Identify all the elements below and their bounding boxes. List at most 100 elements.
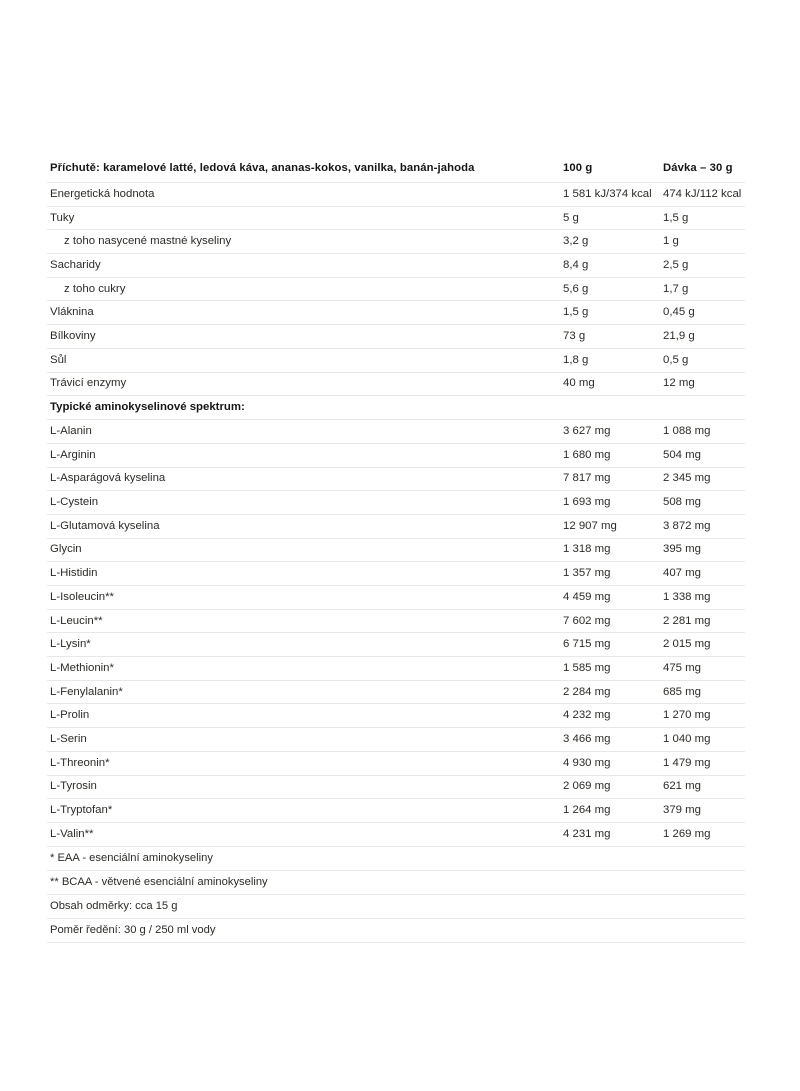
amino-section-title-row: Typické aminokyselinové spektrum: (47, 396, 745, 420)
flavours-label: Příchutě: karamelové latté, ledová káva,… (50, 162, 475, 174)
table-row: z toho nasycené mastné kyseliny 3,2 g 1 g (47, 230, 745, 254)
row-label: L-Serin (50, 732, 87, 745)
value-per-dose: 1 g (663, 235, 679, 248)
table-row: L-Arginin 1 680 mg 504 mg (47, 443, 745, 468)
table-row: L-Lysin* 6 715 mg 2 015 mg (47, 633, 745, 657)
value-per-dose: 685 mg (663, 685, 701, 698)
row-label: L-Arginin (50, 448, 96, 461)
value-per-100g: 12 907 mg (563, 519, 617, 532)
value-per-dose: 0,45 g (663, 306, 695, 319)
value-per-dose: 1 338 mg (663, 590, 711, 603)
table-row: Vláknina 1,5 g 0,45 g (47, 301, 745, 325)
footnote-row: Poměr ředění: 30 g / 250 ml vody (47, 918, 745, 943)
value-per-dose: 379 mg (663, 804, 701, 817)
table-row: L-Tyrosin 2 069 mg 621 mg (47, 775, 745, 799)
row-label: L-Tyrosin (50, 780, 97, 793)
table-row: L-Fenylalanin* 2 284 mg 685 mg (47, 680, 745, 704)
value-per-100g: 7 817 mg (563, 472, 611, 485)
row-label: L-Leucin** (50, 614, 103, 627)
row-label: z toho nasycené mastné kyseliny (64, 235, 232, 248)
row-label: Vláknina (50, 306, 94, 319)
value-per-100g: 1,8 g (563, 353, 589, 366)
row-label: z toho cukry (64, 282, 126, 295)
value-per-dose: 12 mg (663, 377, 695, 390)
table-body: Příchutě: karamelové latté, ledová káva,… (47, 155, 745, 943)
value-per-100g: 4 232 mg (563, 709, 611, 722)
value-per-dose: 2 015 mg (663, 638, 711, 651)
value-per-100g: 73 g (563, 329, 586, 342)
footnote-text: Obsah odměrky: cca 15 g (50, 899, 178, 912)
value-per-100g: 4 459 mg (563, 590, 611, 603)
value-per-100g: 3 627 mg (563, 425, 611, 438)
value-per-100g: 1 693 mg (563, 496, 611, 509)
value-per-dose: 475 mg (663, 661, 701, 674)
row-label: Energetická hodnota (50, 187, 155, 200)
value-per-100g: 4 231 mg (563, 827, 611, 840)
value-per-100g: 1 581 kJ/374 kcal (563, 187, 652, 200)
table-row: L-Glutamová kyselina 12 907 mg 3 872 mg (47, 514, 745, 539)
value-per-dose: 474 kJ/112 kcal (663, 187, 742, 200)
value-per-100g: 1 585 mg (563, 661, 611, 674)
row-label: L-Cystein (50, 496, 99, 509)
value-per-100g: 1,5 g (563, 306, 589, 319)
table-row: L-Methionin* 1 585 mg 475 mg (47, 657, 745, 681)
row-label: L-Threonin* (50, 756, 110, 769)
value-per-100g: 3 466 mg (563, 732, 611, 745)
footnote-text: * EAA - esenciální aminokyseliny (50, 851, 213, 864)
row-label: Sůl (50, 353, 67, 366)
value-per-100g: 1 318 mg (563, 543, 611, 556)
table-row: Sůl 1,8 g 0,5 g (47, 348, 745, 372)
table-row: Energetická hodnota 1 581 kJ/374 kcal 474 … (47, 183, 745, 207)
value-per-dose: 1 040 mg (663, 732, 711, 745)
value-per-100g: 40 mg (563, 377, 595, 390)
row-label: L-Fenylalanin* (50, 685, 123, 698)
value-per-dose: Dávka – 30 g (663, 162, 733, 174)
value-per-100g: 8,4 g (563, 258, 589, 271)
value-per-dose: 2 281 mg (663, 614, 711, 627)
value-per-100g: 1 264 mg (563, 804, 611, 817)
value-per-100g: 5 g (563, 211, 579, 224)
value-per-dose: 621 mg (663, 780, 701, 793)
table-row: L-Threonin* 4 930 mg 1 479 mg (47, 751, 745, 775)
value-per-100g: 5,6 g (563, 282, 589, 295)
value-per-100g: 7 602 mg (563, 614, 611, 627)
row-label: Sacharidy (50, 258, 101, 271)
value-per-dose: 1,7 g (663, 282, 689, 295)
row-label: L-Lysin* (50, 638, 91, 651)
footnote-row: * EAA - esenciální aminokyseliny (47, 846, 745, 871)
value-per-100g: 1 680 mg (563, 448, 611, 461)
amino-section-title: Typické aminokyselinové spektrum: (50, 401, 245, 414)
footnote-row: ** BCAA - větvené esenciální aminokyseli… (47, 870, 745, 895)
value-per-100g: 2 284 mg (563, 685, 611, 698)
value-per-dose: 1 088 mg (663, 425, 711, 438)
table-header-row: Příchutě: karamelové latté, ledová káva,… (47, 155, 745, 183)
table-row: Sacharidy 8,4 g 2,5 g (47, 254, 745, 278)
row-label: L-Alanin (50, 425, 92, 438)
row-label: Bílkoviny (50, 329, 96, 342)
table-row: L-Histidin 1 357 mg 407 mg (47, 562, 745, 586)
value-per-100g: 100 g (563, 162, 593, 174)
row-label: L-Glutamová kyselina (50, 519, 160, 532)
value-per-100g: 1 357 mg (563, 567, 611, 580)
table-row: L-Asparágová kyselina 7 817 mg 2 345 mg (47, 467, 745, 491)
value-per-100g: 4 930 mg (563, 756, 611, 769)
value-per-dose: 3 872 mg (663, 519, 711, 532)
table-row: Glycin 1 318 mg 395 mg (47, 538, 745, 562)
value-per-dose: 2 345 mg (663, 472, 711, 485)
value-per-100g: 2 069 mg (563, 780, 611, 793)
value-per-dose: 1 479 mg (663, 756, 711, 769)
row-label: L-Methionin* (50, 661, 114, 674)
table-row: L-Isoleucin** 4 459 mg 1 338 mg (47, 586, 745, 610)
table-row: L-Leucin** 7 602 mg 2 281 mg (47, 609, 745, 633)
table-row: L-Cystein 1 693 mg 508 mg (47, 491, 745, 515)
table-row: z toho cukry 5,6 g 1,7 g (47, 277, 745, 301)
table-row: Tuky 5 g 1,5 g (47, 206, 745, 230)
row-label: L-Asparágová kyselina (50, 472, 166, 485)
value-per-dose: 0,5 g (663, 353, 689, 366)
value-per-dose: 407 mg (663, 567, 701, 580)
table-row: L-Serin 3 466 mg 1 040 mg (47, 728, 745, 752)
table-row: L-Valin** 4 231 mg 1 269 mg (47, 822, 745, 847)
value-per-100g: 6 715 mg (563, 638, 611, 651)
table-row: L-Tryptofan* 1 264 mg 379 mg (47, 799, 745, 823)
row-label: L-Tryptofan* (50, 804, 113, 817)
